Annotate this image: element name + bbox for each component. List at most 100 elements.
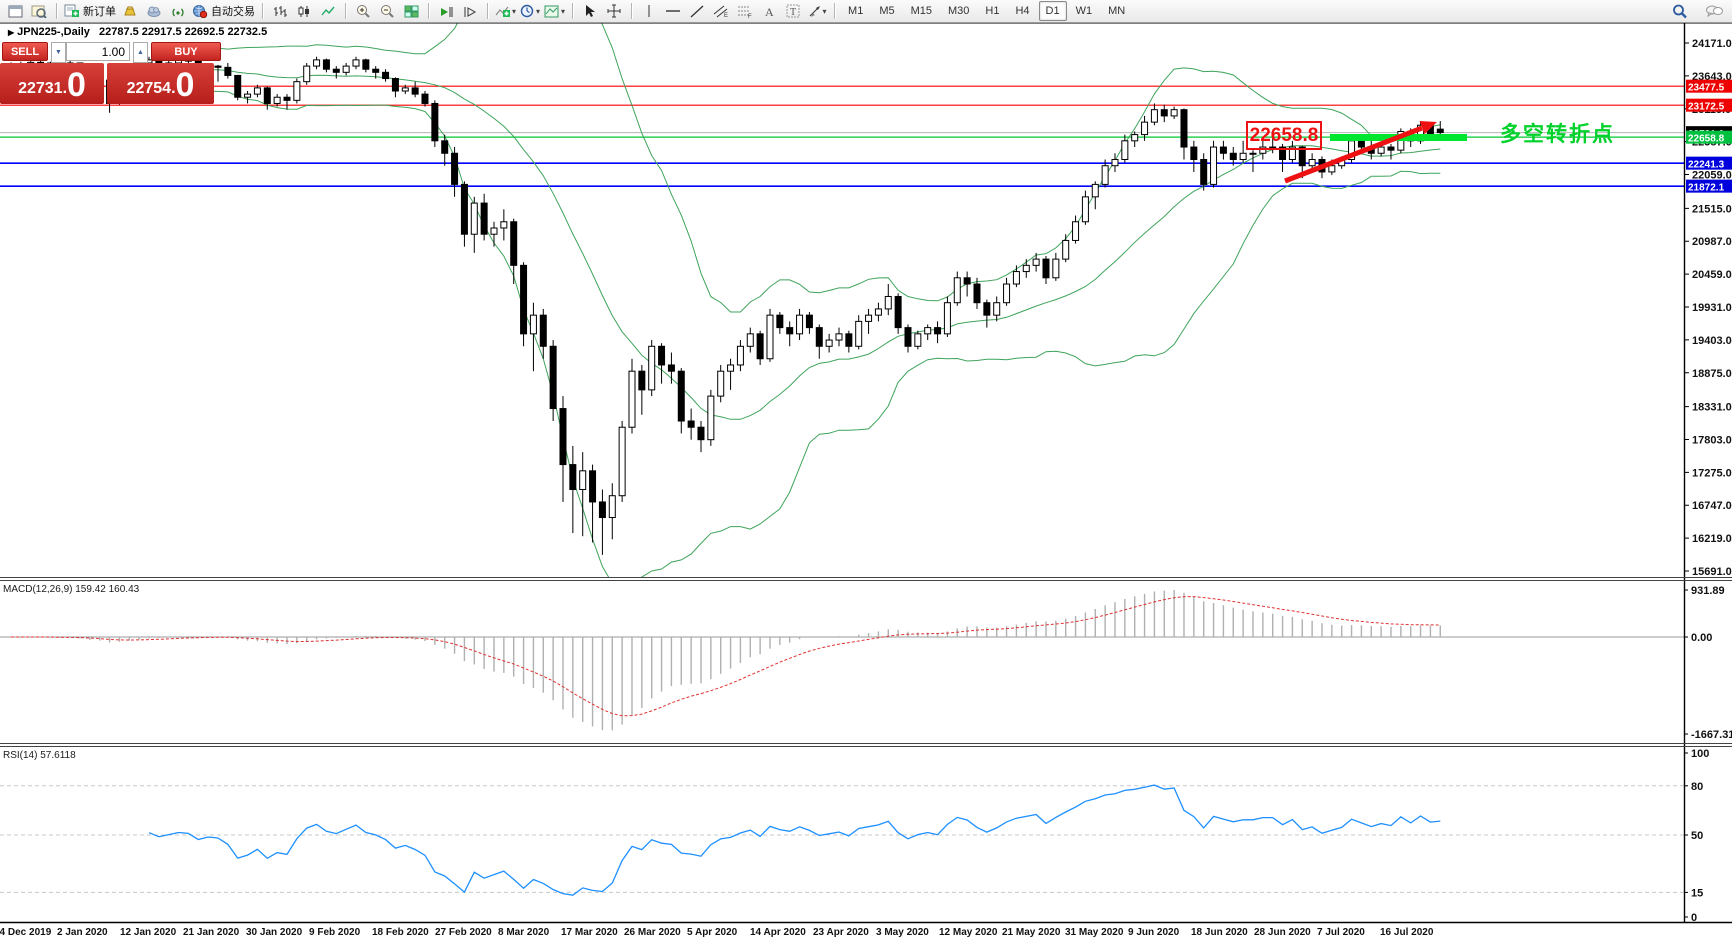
- sell-price-dot: .: [62, 80, 68, 97]
- chat-icon[interactable]: [1702, 1, 1726, 21]
- zoom-group: [348, 0, 426, 22]
- svg-text:E: E: [724, 13, 728, 18]
- shapes-icon[interactable]: ▾: [805, 1, 829, 21]
- timeframe-button-D1[interactable]: D1: [1038, 1, 1067, 21]
- crosshair-icon[interactable]: [602, 1, 626, 21]
- equidistant-channel-icon[interactable]: E: [709, 1, 733, 21]
- order-group: 新订单 自动交易: [59, 0, 260, 22]
- volume-decrease-stepper[interactable]: ▼: [51, 42, 66, 63]
- tile-windows-icon[interactable]: [399, 1, 423, 21]
- gold-icon[interactable]: [118, 1, 142, 21]
- bollinger-middle-band: [198, 69, 1441, 420]
- price-axis[interactable]: 24171.023643.023115.022587.022059.021515…: [1684, 38, 1732, 578]
- autotrade-label: 自动交易: [211, 6, 255, 18]
- trendline-icon[interactable]: [685, 1, 709, 21]
- line-chart-icon[interactable]: [316, 1, 340, 21]
- chart-shift-icon[interactable]: [458, 1, 482, 21]
- text-icon[interactable]: A: [757, 1, 781, 21]
- macd-indicator-label: MACD(12,26,9) 159.42 160.43: [3, 584, 140, 595]
- ohlc-values: 22787.5 22917.5 22692.5 22732.5: [98, 26, 268, 38]
- trend-arrow-head: [1419, 121, 1437, 135]
- dropdown-caret: ▾: [561, 6, 566, 16]
- chart-profile-icon[interactable]: [27, 1, 51, 21]
- svg-text:931.89: 931.89: [1691, 585, 1725, 597]
- candles-series: [7, 56, 1444, 555]
- periods-icon[interactable]: ▾: [518, 1, 542, 21]
- timeframe-button-M1[interactable]: M1: [848, 5, 864, 17]
- trend-annotation-text[interactable]: 多空转折点: [1500, 123, 1615, 146]
- sell-button[interactable]: SELL: [2, 42, 48, 61]
- vertical-line-icon[interactable]: [637, 1, 661, 21]
- new-order-button[interactable]: 新订单: [62, 1, 118, 21]
- timeframe-button-M30[interactable]: M30: [948, 5, 970, 17]
- svg-text:0.00: 0.00: [1691, 632, 1712, 644]
- indicator-group: ▾ ▾ ▾: [490, 0, 570, 22]
- horizontal-line-icon[interactable]: [661, 1, 685, 21]
- svg-text:24171.0: 24171.0: [1692, 38, 1732, 50]
- timeframe-button-H1[interactable]: H1: [985, 5, 1000, 17]
- separator: [487, 3, 488, 19]
- svg-text:22059.0: 22059.0: [1692, 170, 1732, 182]
- bar-chart-icon[interactable]: [268, 1, 292, 21]
- svg-text:23477.5: 23477.5: [1688, 83, 1725, 94]
- svg-text:12 May 2020: 12 May 2020: [939, 927, 998, 938]
- timeframe-button-M15[interactable]: M15: [910, 5, 933, 17]
- dropdown-caret: ▾: [512, 6, 517, 16]
- svg-text:50: 50: [1691, 830, 1703, 842]
- separator: [572, 3, 574, 19]
- zoom-in-icon[interactable]: [351, 1, 375, 21]
- macd-signal-line: [11, 596, 1441, 717]
- signal-icon[interactable]: [166, 1, 190, 21]
- window-group: [0, 0, 54, 22]
- timeframe-button-H4[interactable]: H4: [1015, 5, 1030, 17]
- search-icon[interactable]: [1668, 1, 1692, 21]
- volume-increase-stepper[interactable]: ▲: [133, 42, 148, 63]
- scroll-group: [431, 0, 485, 22]
- separator: [262, 3, 263, 19]
- cursor-icon[interactable]: [578, 1, 602, 21]
- autotrade-button[interactable]: 自动交易: [190, 1, 257, 21]
- svg-text:80: 80: [1691, 781, 1703, 793]
- dropdown-caret: ▾: [536, 6, 541, 16]
- chart-symbol-title: ▶ JPN225-,Daily 22787.5 22917.5 22692.5 2…: [8, 26, 267, 38]
- text-label-icon[interactable]: T: [781, 1, 805, 21]
- price-annotation-box[interactable]: 22658.8: [1246, 121, 1322, 150]
- svg-text:21515.0: 21515.0: [1692, 203, 1732, 215]
- fibonacci-icon[interactable]: F: [733, 1, 757, 21]
- svg-text:0: 0: [1691, 912, 1697, 924]
- svg-text:9 Feb 2020: 9 Feb 2020: [309, 927, 361, 938]
- buy-button[interactable]: BUY: [151, 42, 221, 61]
- svg-text:18 Feb 2020: 18 Feb 2020: [372, 927, 429, 938]
- timeframe-button-M5[interactable]: M5: [879, 5, 895, 17]
- separator: [428, 3, 429, 19]
- new-window-icon[interactable]: [3, 1, 27, 21]
- svg-text:14 Apr 2020: 14 Apr 2020: [750, 927, 806, 938]
- volume-input[interactable]: [66, 42, 130, 61]
- separator: [834, 3, 836, 19]
- zoom-out-icon[interactable]: [375, 1, 399, 21]
- svg-text:30 Jan 2020: 30 Jan 2020: [246, 927, 303, 938]
- trend-arrow-shaft[interactable]: [1284, 125, 1423, 184]
- rsi-line: [148, 784, 1441, 896]
- buy-price-box[interactable]: 22754. 0: [107, 63, 214, 104]
- auto-scroll-icon[interactable]: [434, 1, 458, 21]
- svg-text:20987.0: 20987.0: [1692, 236, 1732, 248]
- cloud-icon[interactable]: [142, 1, 166, 21]
- candlestick-chart-icon[interactable]: [292, 1, 316, 21]
- svg-text:-1667.31: -1667.31: [1691, 729, 1732, 741]
- timeframe-button-W1[interactable]: W1: [1075, 5, 1093, 17]
- svg-text:18 Jun 2020: 18 Jun 2020: [1191, 927, 1248, 938]
- indicators-icon[interactable]: ▾: [493, 1, 518, 21]
- svg-text:17275.0: 17275.0: [1692, 467, 1732, 479]
- templates-icon[interactable]: ▾: [542, 1, 567, 21]
- objects-group: E F A T ▾: [634, 0, 832, 22]
- date-axis[interactable]: 24 Dec 2019 2 Jan 2020 12 Jan 2020 21 Jan 2…: [0, 927, 1434, 938]
- sell-price-box[interactable]: 22731. 0: [0, 63, 104, 104]
- symbol-name: JPN225-,Daily: [17, 26, 90, 38]
- svg-text:15691.0: 15691.0: [1692, 566, 1732, 578]
- timeframe-button-MN[interactable]: MN: [1108, 5, 1126, 17]
- toolbar-right-group: [1668, 0, 1726, 22]
- sell-price-frac: 0: [67, 66, 86, 104]
- svg-text:21872.1: 21872.1: [1688, 183, 1725, 194]
